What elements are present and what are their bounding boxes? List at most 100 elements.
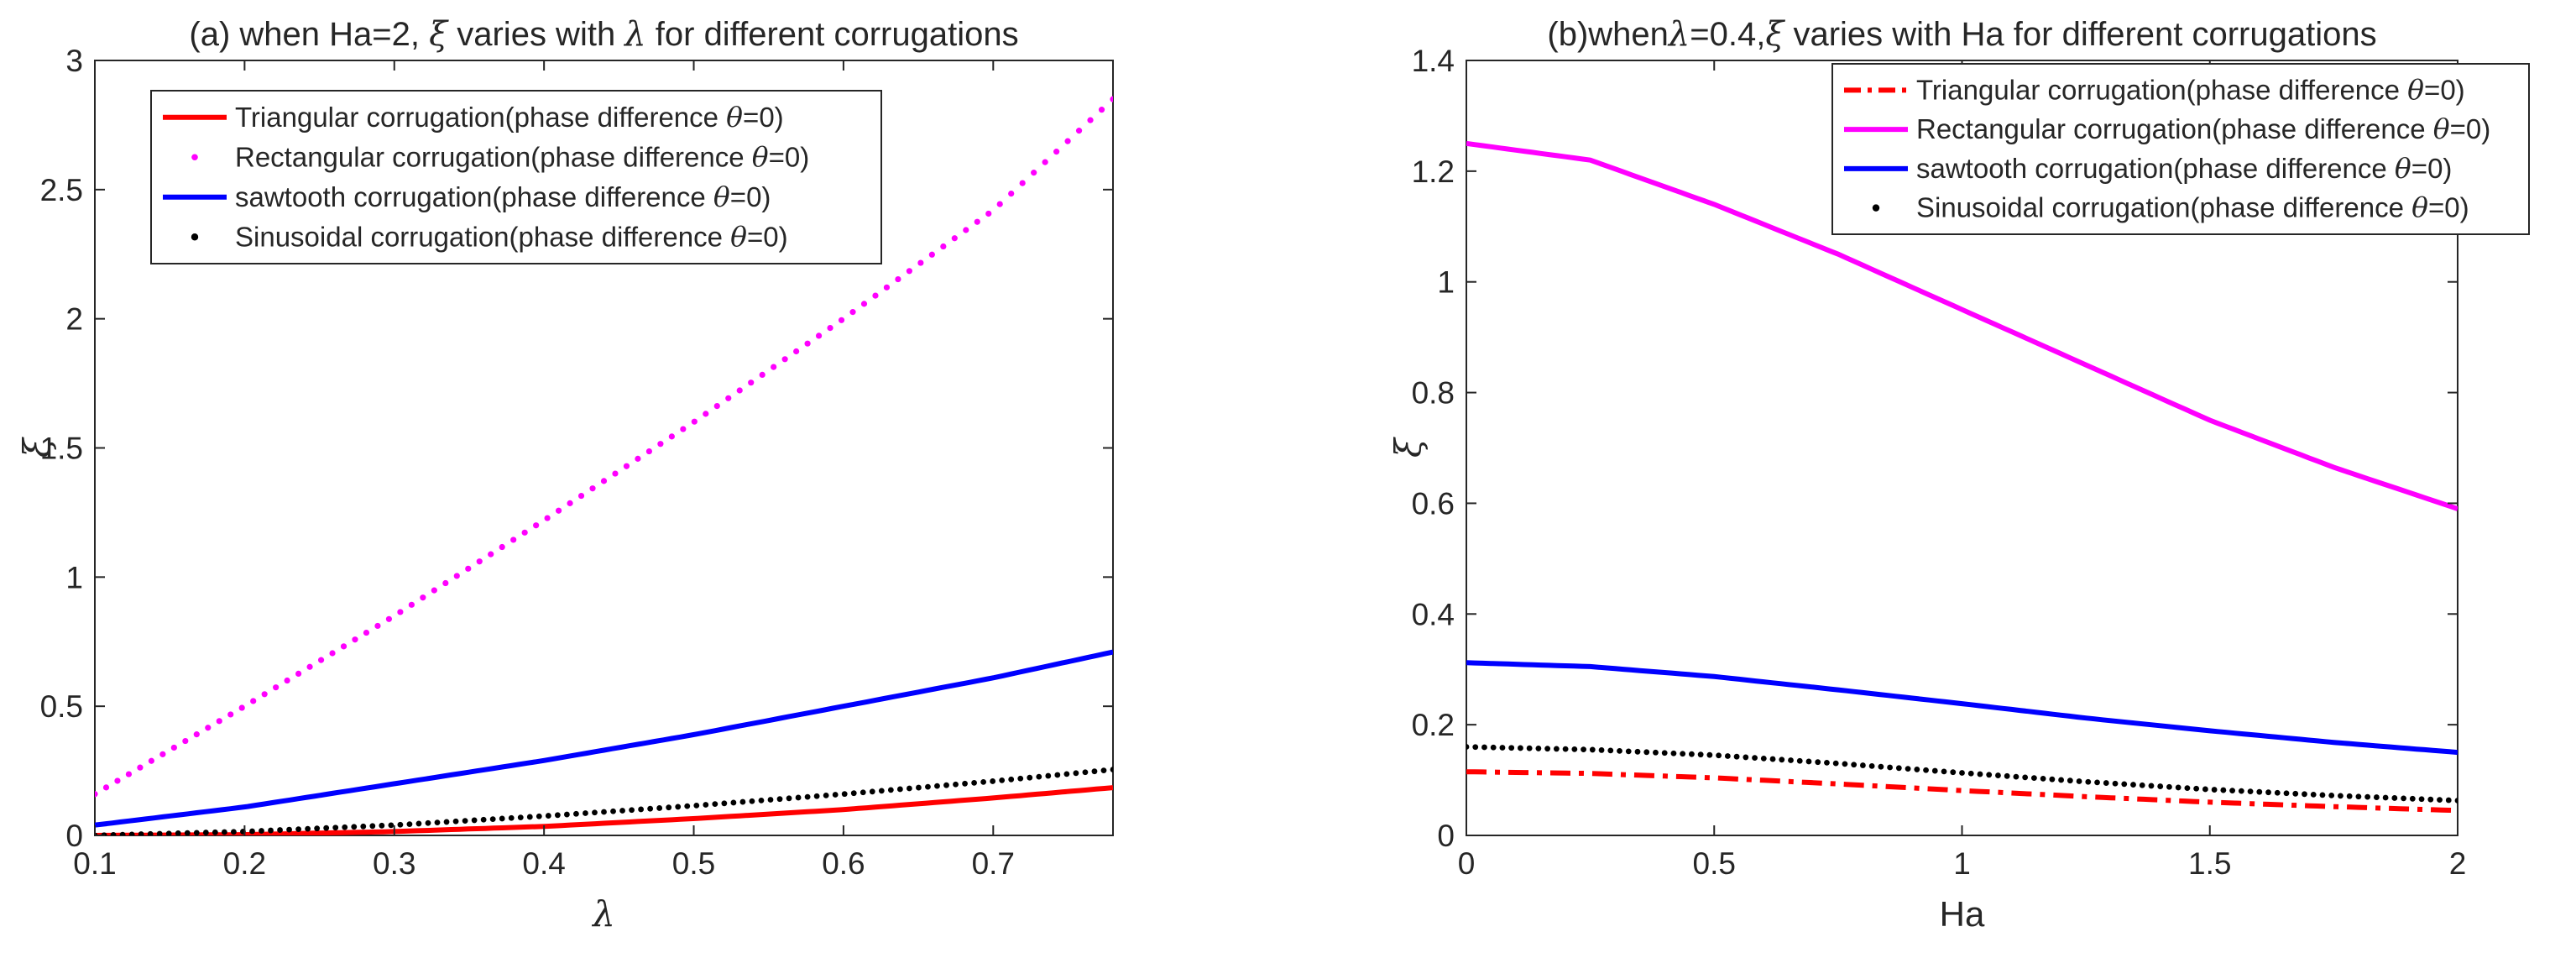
y-tick-label: 1.4: [1412, 44, 1455, 78]
series-2-dot: [1064, 138, 1071, 144]
series-4-dot: [1466, 744, 1470, 750]
series-4-dot: [1045, 772, 1052, 779]
series-4-dot: [1008, 776, 1015, 783]
series-4-dot: [397, 821, 404, 828]
series-4-dot: [583, 810, 588, 816]
series-2-dot: [216, 718, 222, 725]
y-tick-label: 2: [65, 302, 83, 337]
y-tick-label: 1.2: [1412, 154, 1455, 189]
series-4-dot: [2373, 794, 2380, 800]
series-4-dot: [916, 784, 922, 791]
y-tick-label: 3: [65, 44, 83, 78]
y-tick-label: 0: [1437, 819, 1455, 853]
series-4-dot: [2049, 776, 2056, 783]
series-4-dot: [259, 828, 264, 834]
series-2-dot: [849, 309, 856, 316]
series-4-dot: [896, 786, 903, 793]
series-4-dot: [2274, 789, 2281, 796]
legend-box: [1831, 63, 2530, 235]
series-4-dot: [489, 816, 496, 823]
series-2-dot: [250, 698, 257, 704]
series-4-dot: [221, 829, 227, 835]
series-4-dot: [980, 778, 987, 785]
series-4-dot: [629, 807, 635, 814]
series-2-line: [1466, 140, 2458, 511]
series-4-dot: [119, 831, 126, 835]
series-2-dot: [691, 418, 698, 425]
series-4-dot: [2338, 793, 2343, 799]
series-2-dot: [668, 433, 675, 440]
series-4-dot: [573, 810, 579, 817]
series-4-dot: [1073, 770, 1079, 777]
series-4-dot: [943, 782, 949, 788]
series-2-dot: [951, 235, 958, 242]
series-3-line: [95, 649, 1113, 828]
series-4-dot: [434, 819, 441, 825]
series-4-dot: [517, 814, 524, 821]
series-4-dot: [1752, 755, 1758, 762]
series-4-dot: [1508, 745, 1515, 751]
series-4-dot: [1743, 754, 1749, 761]
series-4-dot: [2346, 793, 2353, 799]
series-4-dot: [712, 801, 718, 808]
series-4-dot: [758, 797, 765, 804]
series-4-dot: [1887, 764, 1894, 771]
series-4-dot: [1589, 746, 1596, 753]
series-4-dot: [1905, 766, 1911, 772]
series-2-dot: [317, 657, 325, 663]
series-4-dot: [934, 783, 940, 789]
series-4-dot: [2058, 777, 2065, 783]
series-4-dot: [2229, 788, 2235, 793]
series-4-dot: [693, 802, 700, 809]
series-4-dot: [2247, 788, 2254, 795]
series-2: [95, 96, 1113, 798]
series-4-dot: [860, 789, 866, 796]
series-1-line: [95, 785, 1113, 835]
series-4-dot: [1054, 772, 1061, 778]
series-4-dot: [360, 823, 367, 830]
series-4-dot: [1562, 746, 1569, 752]
series-4-dot: [1860, 762, 1866, 768]
series-4-dot: [2454, 798, 2458, 804]
series-4-dot: [295, 826, 301, 833]
series-2-dot: [476, 558, 483, 565]
series-2-dot: [205, 725, 212, 731]
series-2-dot: [1031, 170, 1037, 176]
y-tick-label: 2.5: [40, 173, 83, 207]
series-1: [1466, 769, 2458, 814]
series-4-dot: [1017, 775, 1024, 782]
y-tick-label: 1: [65, 560, 83, 594]
series-3-line: [1466, 660, 2458, 756]
legend-marker: [191, 233, 199, 241]
series-4-dot: [1036, 773, 1042, 780]
series-2-dot: [895, 275, 901, 283]
series-4-dot: [739, 798, 746, 805]
series-2-dot: [238, 704, 245, 711]
series-4-dot: [2085, 778, 2092, 785]
series-2-dot: [521, 529, 528, 536]
series-4-dot: [2076, 778, 2082, 784]
series-4-dot: [2418, 796, 2425, 803]
series-4-dot: [471, 817, 478, 824]
series-2-dot: [295, 670, 302, 678]
series-4-dot: [850, 790, 857, 797]
series-4-dot: [776, 796, 783, 803]
legend-label: sawtooth corrugation(phase difference θ=…: [1916, 152, 2452, 185]
series-4-dot: [1598, 747, 1605, 753]
series-2-dot: [1053, 149, 1060, 155]
series-4-dot: [1931, 767, 1938, 774]
series-2-dot: [589, 485, 596, 492]
series-2-dot: [159, 751, 166, 757]
chart-title: (a) when Ha=2, ξ varies with λ for diffe…: [189, 15, 1018, 54]
series-4-dot: [1878, 763, 1884, 770]
series-2-dot: [488, 551, 494, 558]
series-4-dot: [999, 777, 1006, 783]
series-2-dot: [736, 387, 743, 394]
series-4-dot: [526, 814, 533, 820]
series-4-dot: [1941, 768, 1947, 775]
series-4-dot: [1544, 746, 1551, 752]
y-tick-label: 0.6: [1412, 486, 1455, 521]
series-2-dot: [703, 411, 709, 417]
series-4-dot: [1805, 758, 1812, 765]
x-tick-label: 0.6: [822, 846, 865, 881]
